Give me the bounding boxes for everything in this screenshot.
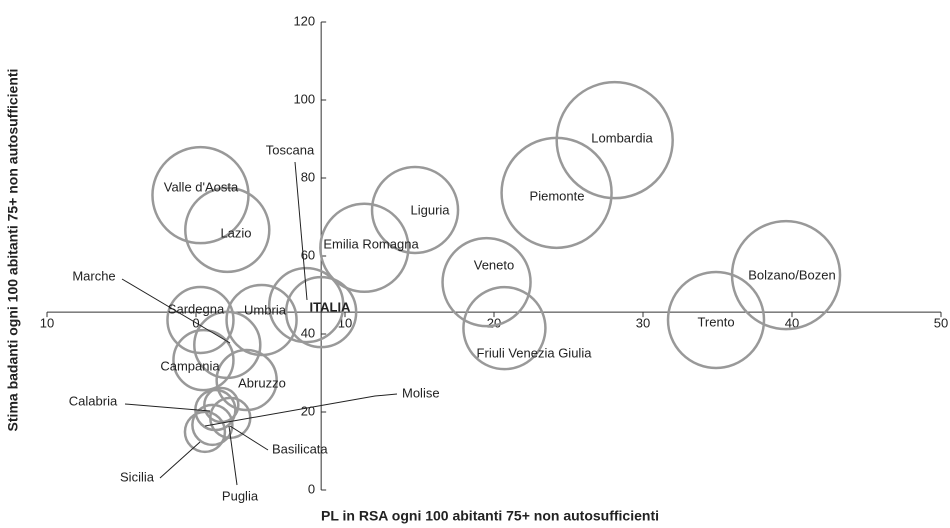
bubble-label: Bolzano/Bozen — [748, 267, 835, 282]
bubble-label: Liguria — [410, 202, 450, 217]
leader-line — [294, 161, 308, 301]
y-axis-title: Stima badanti ogni 100 abitanti 75+ non … — [5, 69, 21, 432]
leader-line — [228, 425, 238, 486]
leader-line — [159, 441, 201, 479]
x-tick-label: 40 — [785, 316, 799, 331]
x-tick-label: 30 — [636, 316, 650, 331]
bubble — [268, 266, 345, 344]
bubble — [555, 80, 674, 200]
y-tick-label: 80 — [301, 169, 315, 184]
bubble — [666, 270, 766, 370]
bubble-label: Veneto — [474, 257, 515, 272]
leader-line — [124, 403, 211, 412]
y-tick-label: 120 — [293, 13, 315, 28]
bubble — [183, 410, 227, 454]
bubble-label: Sardegna — [168, 301, 225, 316]
bubble — [462, 285, 547, 371]
leader-line — [121, 278, 231, 344]
bubble-label: Abruzzo — [238, 375, 286, 390]
bubble — [284, 275, 358, 349]
bubble-label: Valle d'Aosta — [164, 179, 239, 194]
y-tick-label: 20 — [301, 403, 315, 418]
bubble — [151, 145, 250, 245]
bubble — [215, 348, 278, 412]
bubble-label: Sicilia — [120, 469, 155, 484]
y-tick-label: 40 — [301, 325, 315, 340]
bubble — [370, 165, 460, 255]
y-tick-label: 60 — [301, 247, 315, 262]
y-tick-label: 0 — [308, 481, 315, 496]
leader-line — [204, 393, 398, 427]
bubble-label: ITALIA — [310, 299, 352, 314]
bubble-label: Lazio — [220, 225, 251, 240]
leader-line — [229, 425, 269, 451]
bubble-label: Emilia Romagna — [323, 236, 419, 251]
bubble-label: Trento — [697, 314, 734, 329]
bubble-label: Lombardia — [591, 130, 653, 145]
bubble-label: Friuli Venezia Giulia — [477, 345, 593, 360]
x-tick-label: 50 — [934, 316, 948, 331]
bubble — [441, 236, 532, 328]
bubble — [191, 403, 234, 447]
bubble-label: Basilicata — [272, 441, 328, 456]
bubble — [172, 328, 235, 392]
x-tick-label: 10 — [40, 316, 54, 331]
bubble-label: Umbria — [244, 302, 287, 317]
bubble-label: Marche — [72, 268, 115, 283]
bubble-label: Molise — [402, 385, 440, 400]
bubble-label: Puglia — [222, 488, 259, 503]
bubble — [319, 202, 410, 294]
bubble-label: Piemonte — [530, 188, 585, 203]
bubble — [184, 186, 271, 274]
x-axis-title: PL in RSA ogni 100 abitanti 75+ non auto… — [321, 508, 659, 524]
bubble — [500, 136, 613, 250]
y-tick-label: 100 — [293, 91, 315, 106]
bubble-label: Calabria — [69, 393, 118, 408]
bubble-label: Toscana — [266, 142, 315, 157]
bubble — [166, 285, 235, 355]
bubble-label: Campania — [160, 358, 220, 373]
